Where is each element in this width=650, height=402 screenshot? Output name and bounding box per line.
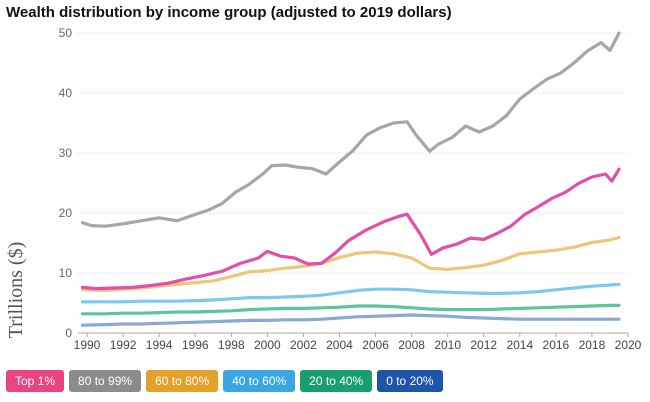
- legend: Top 1% 80 to 99% 60 to 80% 40 to 60% 20 to 4…: [6, 370, 443, 392]
- x-tick-label: 2004: [326, 338, 353, 352]
- series-line-top-1: [80, 167, 621, 291]
- x-tick-label: 1990: [74, 338, 101, 352]
- y-axis-label: Trillions ($): [5, 242, 27, 339]
- legend-item-40-to-60[interactable]: 40 to 60%: [223, 370, 296, 392]
- x-tick-label: 2018: [579, 338, 606, 352]
- x-tick-label: 2006: [362, 338, 389, 352]
- x-tick-label: 1996: [182, 338, 209, 352]
- legend-item-60-to-80[interactable]: 60 to 80%: [146, 370, 219, 392]
- y-tick-label: 10: [59, 266, 73, 280]
- x-tick-label: 2008: [398, 338, 425, 352]
- series-line-20-to-40: [80, 303, 621, 316]
- x-tick-label: 2020: [615, 338, 642, 352]
- x-tick-label: 2002: [290, 338, 317, 352]
- legend-item-20-to-40[interactable]: 20 to 40%: [300, 370, 373, 392]
- x-tick-label: 1992: [110, 338, 137, 352]
- x-tick-label: 2016: [543, 338, 570, 352]
- y-axis-ticks: 0 10 20 30 40 50: [59, 26, 73, 340]
- series-line-80-to-99: [80, 31, 621, 228]
- series-line-0-to-20: [80, 313, 621, 327]
- legend-item-80-to-99[interactable]: 80 to 99%: [69, 370, 142, 392]
- y-tick-label: 20: [59, 206, 73, 220]
- x-tick-label: 1998: [218, 338, 245, 352]
- series-lines: [80, 31, 621, 327]
- x-axis-ticks: 1990 1992 1994 1996 1998 2000 2002 2004 2006 2008…: [74, 333, 642, 352]
- x-tick-label: 1994: [146, 338, 173, 352]
- y-tick-label: 30: [59, 146, 73, 160]
- y-tick-label: 0: [65, 326, 72, 340]
- chart-title: Wealth distribution by income group (adj…: [6, 4, 452, 21]
- x-tick-label: 2000: [254, 338, 281, 352]
- y-tick-label: 50: [59, 26, 73, 40]
- y-tick-label: 40: [59, 86, 73, 100]
- x-tick-label: 2012: [470, 338, 497, 352]
- x-tick-label: 2010: [434, 338, 461, 352]
- legend-item-top-1[interactable]: Top 1%: [6, 370, 65, 392]
- series-line-60-to-80: [80, 236, 621, 292]
- series-line-40-to-60: [80, 282, 621, 304]
- x-tick-label: 2014: [506, 338, 533, 352]
- legend-item-0-to-20[interactable]: 0 to 20%: [377, 370, 443, 392]
